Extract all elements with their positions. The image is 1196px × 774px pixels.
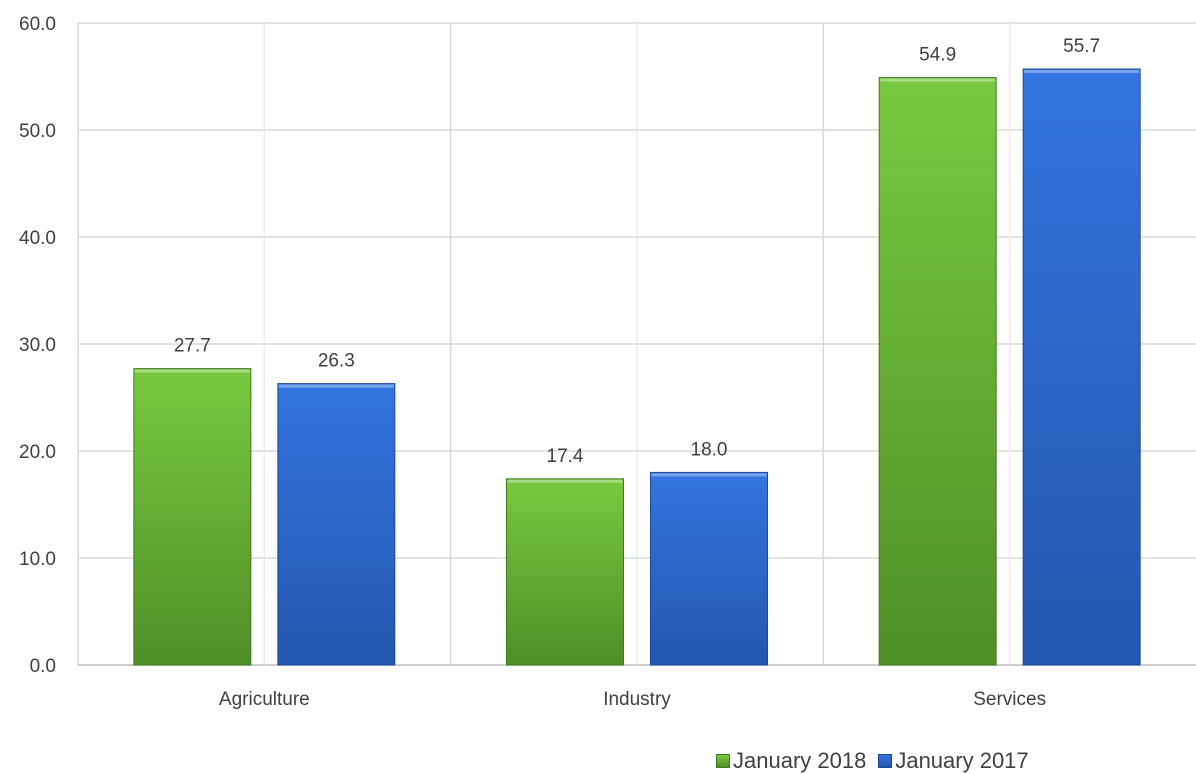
y-tick-label: 20.0	[19, 442, 56, 463]
bar-industry-series-0	[506, 478, 624, 666]
bars	[133, 68, 1141, 666]
x-tick-label-industry: Industry	[603, 689, 671, 710]
grid-lines	[77, 22, 1196, 666]
bar-industry-series-1	[650, 471, 768, 666]
bar-services-series-0	[878, 77, 997, 666]
x-axis-ticks: Agriculture Industry Services	[219, 689, 1046, 710]
data-label-agriculture-series-1: 26.3	[318, 351, 355, 372]
legend-label-series-1: January 2017	[895, 748, 1029, 773]
data-label-agriculture-series-0: 27.7	[174, 336, 211, 357]
bar-highlight	[880, 78, 996, 82]
x-tick-label-services: Services	[973, 689, 1046, 710]
y-tick-label: 0.0	[30, 656, 56, 677]
legend-item-series-1: January 2017	[878, 748, 1029, 774]
y-tick-label: 30.0	[19, 335, 56, 356]
legend-label-series-0: January 2018	[733, 748, 867, 773]
data-label-industry-series-1: 18.0	[691, 439, 728, 460]
bar-agriculture-series-0	[133, 368, 252, 666]
y-axis-ticks: 0.0 10.0 20.0 30.0 40.0 50.0 60.0	[19, 14, 56, 677]
y-tick-label: 60.0	[19, 14, 56, 35]
bar-highlight	[1024, 70, 1140, 74]
data-label-services-series-1: 55.7	[1063, 36, 1100, 57]
data-label-industry-series-0: 17.4	[547, 446, 584, 467]
bar-services-series-1	[1022, 68, 1141, 666]
bar-highlight	[651, 473, 767, 477]
bar-highlight	[134, 369, 250, 373]
legend-item-series-0: January 2018	[716, 748, 866, 774]
bar-highlight	[278, 384, 394, 388]
chart-legend: January 2018 January 2017	[716, 748, 1029, 774]
y-tick-label: 10.0	[19, 549, 56, 570]
y-tick-label: 50.0	[19, 121, 56, 142]
y-tick-label: 40.0	[19, 228, 56, 249]
bar-highlight	[507, 479, 623, 483]
x-tick-label-agriculture: Agriculture	[219, 689, 310, 710]
data-labels: 27.7 26.3 17.4 18.0 54.9 55.7	[174, 36, 1100, 467]
bar-agriculture-series-1	[277, 383, 396, 666]
data-label-services-series-0: 54.9	[919, 45, 956, 66]
legend-swatch-series-1	[878, 754, 893, 768]
legend-swatch-series-0	[716, 754, 730, 768]
